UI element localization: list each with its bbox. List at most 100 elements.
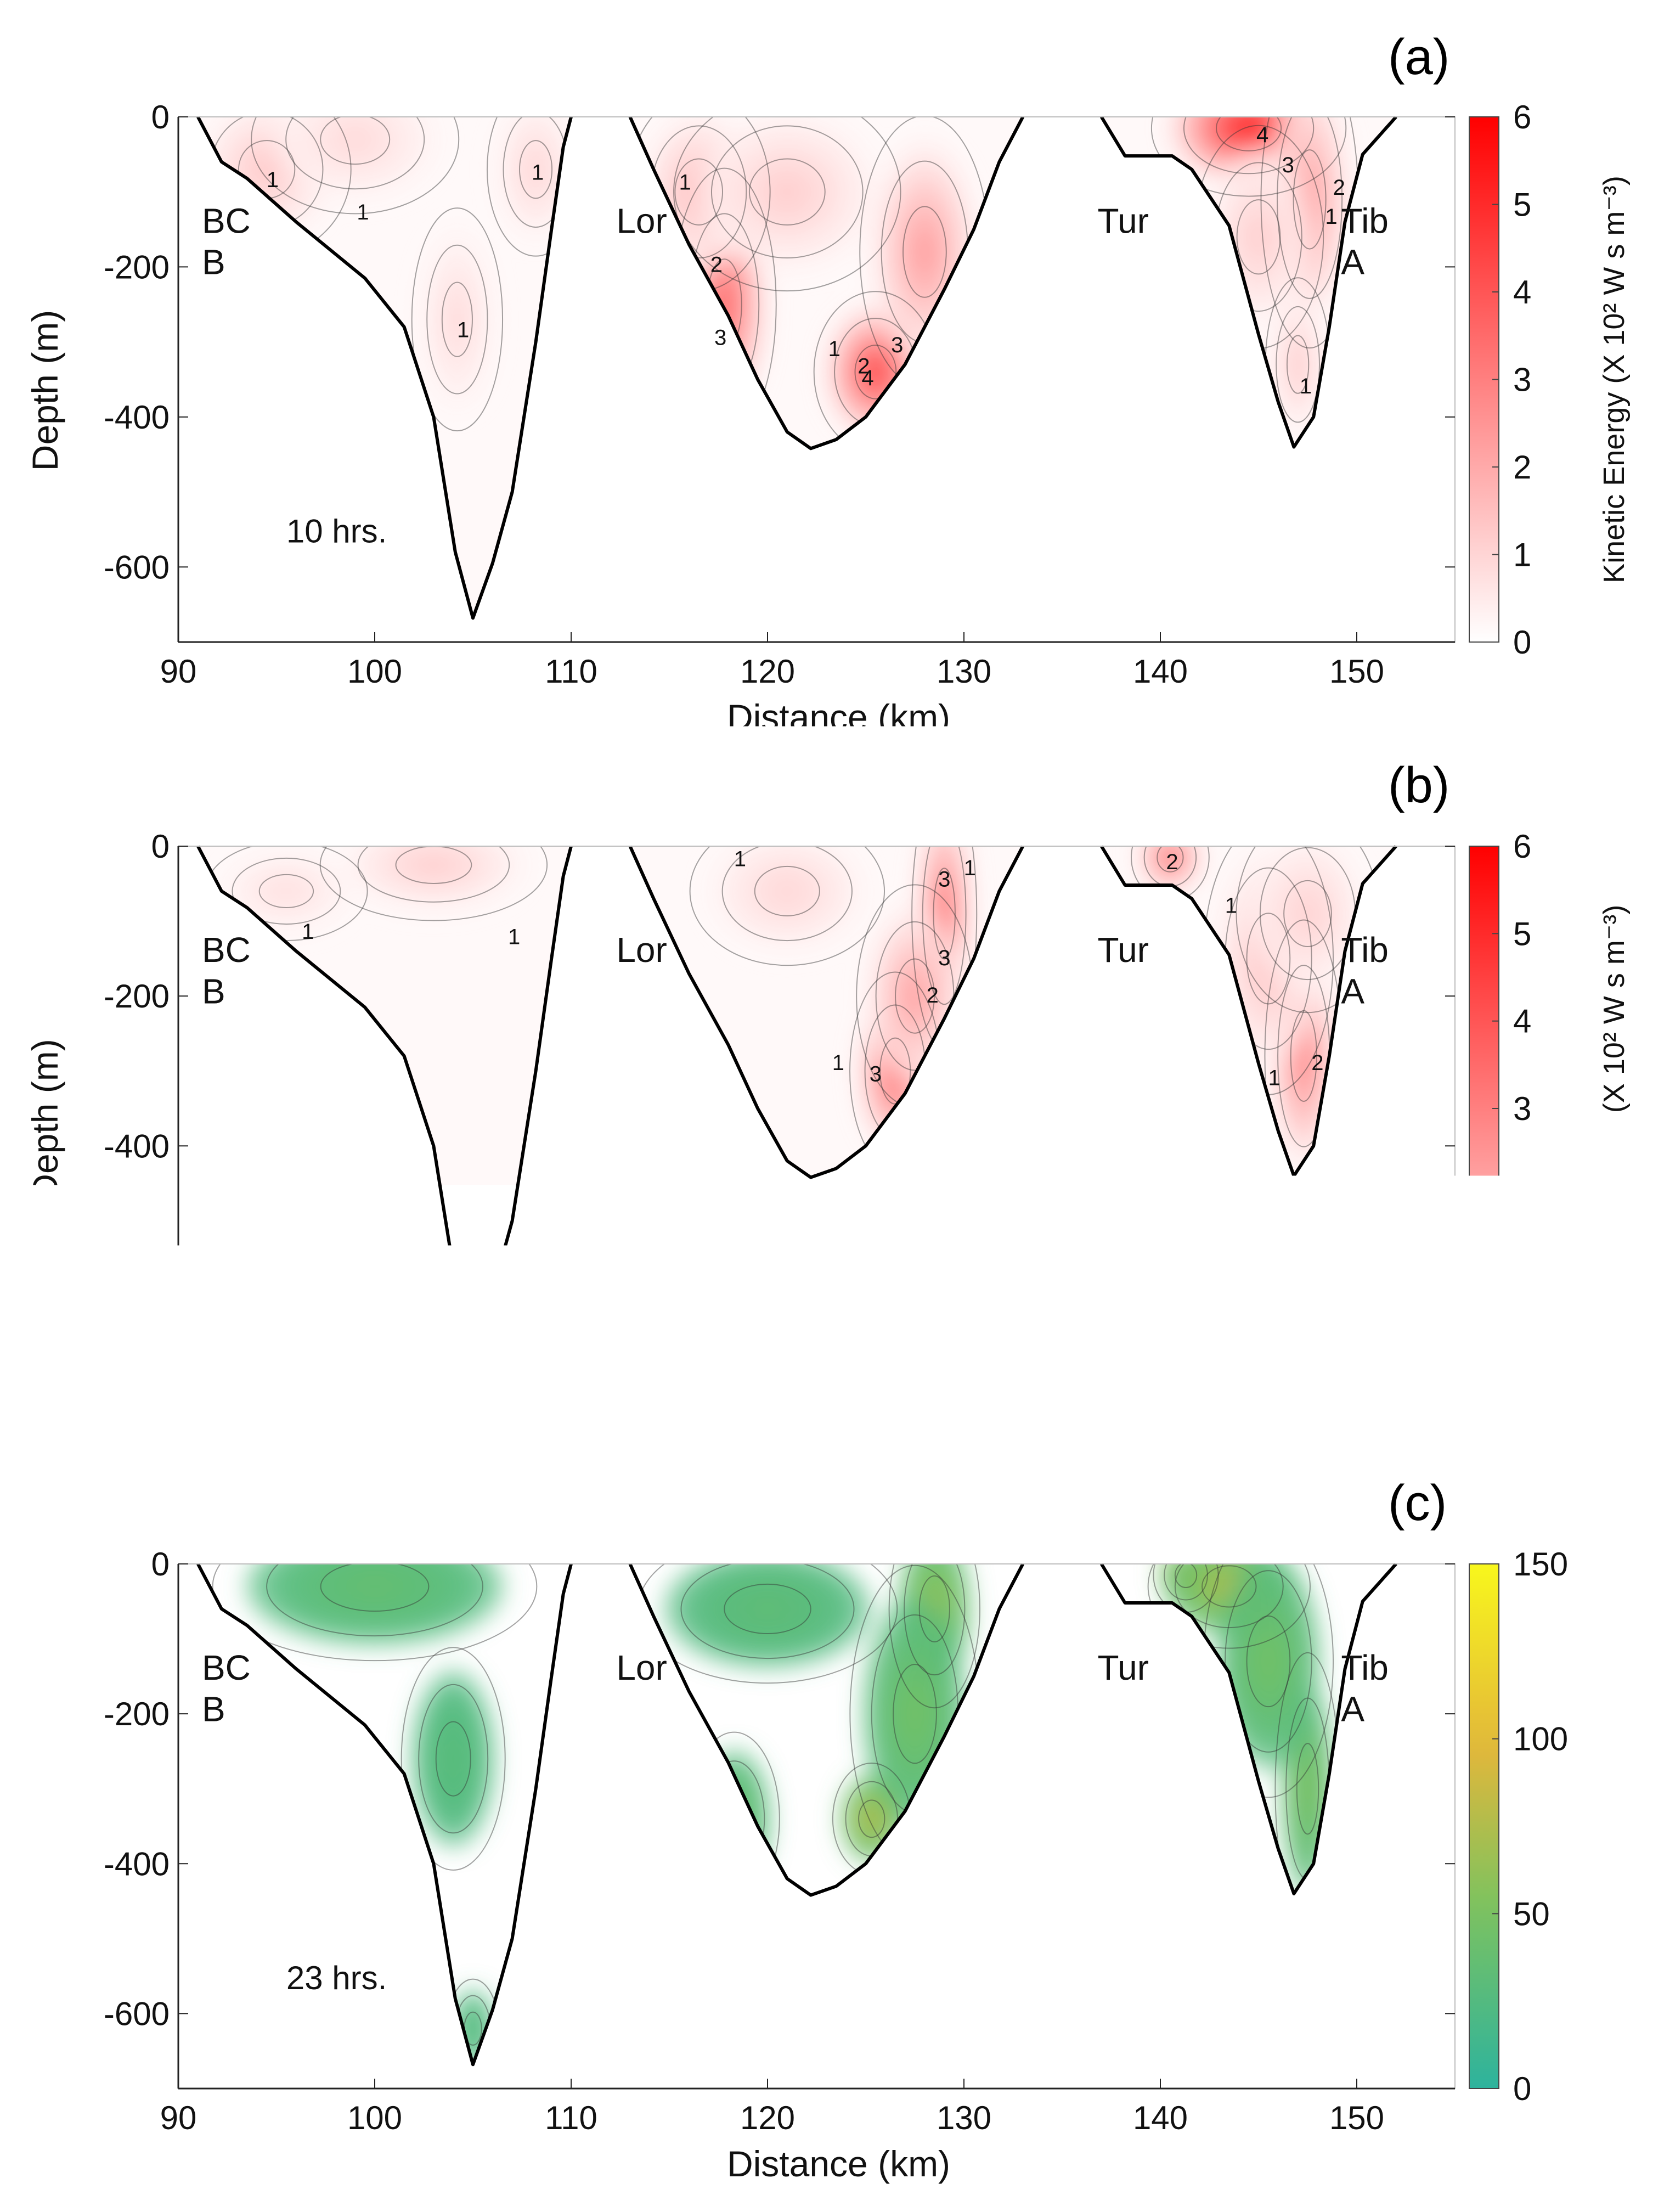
contour-label: 4 xyxy=(861,366,873,390)
colorbar-tick-label: 0 xyxy=(1513,624,1531,661)
colorbar-tick-label: 5 xyxy=(1513,915,1531,952)
x-tick-label: 100 xyxy=(347,2100,402,2136)
station-label: BC xyxy=(202,201,251,240)
colorbar-label: Kinetic Energy (X 10² W s m⁻³) xyxy=(1598,905,1631,1313)
x-tick-label: 140 xyxy=(1133,653,1188,690)
colorbar-tick-label: 3 xyxy=(1513,1090,1531,1127)
station-label: BC xyxy=(202,930,251,970)
y-tick-label: -400 xyxy=(104,399,170,436)
station-label: A xyxy=(1341,1689,1364,1729)
contour-label: 2 xyxy=(1333,176,1345,200)
contour-label: 2 xyxy=(927,983,939,1007)
energy-hotspot xyxy=(772,880,803,903)
x-axis-label: Distance (km) xyxy=(727,2143,950,2184)
figure: 90 100 110 120 130 140 1500-200-400-600Distanc… xyxy=(0,0,1664,2212)
colorbar-tick-label: 3 xyxy=(1513,362,1531,398)
y-axis-label: Depth (m) xyxy=(25,1757,65,1917)
panel-label: (a) xyxy=(1388,29,1449,85)
colorbar-tick-label: 0 xyxy=(1513,2070,1531,2107)
contour-label: 1 xyxy=(357,200,369,224)
x-tick-label: 120 xyxy=(740,653,795,690)
contour-label: 3 xyxy=(1282,153,1294,177)
panel-c: 90 100 110 120 130 140 150 0 -200 -400 -600 Distanc… xyxy=(25,1475,1631,2184)
contour-label: 3 xyxy=(870,1062,882,1087)
colorbar xyxy=(1469,1564,1499,2089)
x-tick-label: 130 xyxy=(937,653,991,690)
energy-hotspot xyxy=(713,1778,755,1860)
contour-label: 1 xyxy=(679,170,691,194)
panel-b: 90 100 110 120 130 140 150 0 -200 -400 -600 Distanc… xyxy=(25,757,1631,1466)
x-tick-label: 100 xyxy=(347,1382,402,1419)
colorbar-tick-label: 1 xyxy=(1513,1265,1531,1302)
y-tick-label: 0 xyxy=(151,828,170,865)
contour-label: 1 xyxy=(457,318,469,342)
contour-label: 1 xyxy=(532,161,544,185)
station-label: B xyxy=(202,1689,225,1729)
colorbar-tick-label: 6 xyxy=(1513,828,1531,865)
station-label: Lor xyxy=(616,1648,667,1687)
x-tick-label: 90 xyxy=(160,1382,197,1419)
station-label: BC xyxy=(202,1648,251,1687)
station-label: A xyxy=(1341,243,1364,282)
x-axis-label: Distance (km) xyxy=(727,697,950,738)
x-tick-label: 130 xyxy=(937,1382,991,1419)
x-tick-label: 90 xyxy=(160,653,197,690)
contour-label: 1 xyxy=(508,925,520,949)
contour-label: 1 xyxy=(832,1051,844,1075)
x-tick-label: 110 xyxy=(545,1382,597,1419)
station-label: B xyxy=(202,971,225,1011)
station-label: Lor xyxy=(616,201,667,240)
x-tick-label: 120 xyxy=(740,1382,795,1419)
energy-hotspot xyxy=(274,883,300,899)
energy-hotspot xyxy=(727,1805,741,1832)
x-tick-label: 110 xyxy=(545,2100,597,2136)
y-tick-label: -600 xyxy=(104,1995,170,2032)
colorbar-tick-label: 2 xyxy=(1513,449,1531,486)
y-tick-label: -200 xyxy=(104,249,170,285)
contour-label: 3 xyxy=(891,333,903,357)
x-tick-label: 120 xyxy=(740,2100,795,2136)
energy-hotspot xyxy=(339,128,371,151)
station-label: Tib xyxy=(1341,201,1389,240)
y-tick-label: -400 xyxy=(104,1128,170,1164)
y-tick-label: 0 xyxy=(151,1546,170,1583)
station-label: Tib xyxy=(1341,1648,1389,1687)
energy-hotspot xyxy=(747,1597,788,1621)
y-tick-label: -200 xyxy=(104,978,170,1015)
x-tick-label: 110 xyxy=(545,653,597,690)
x-axis-label: Distance (km) xyxy=(727,1426,950,1466)
y-tick-label: -600 xyxy=(104,549,170,586)
contour-label: 1 xyxy=(1268,1066,1281,1090)
energy-hotspot xyxy=(1296,898,1319,930)
colorbar-label: Energy (KW h m⁻¹) xyxy=(1598,1700,1631,1953)
contour-label: 1 xyxy=(1300,374,1312,398)
colorbar-tick-label: 100 xyxy=(1513,1721,1568,1758)
station-label: Tur xyxy=(1097,1648,1149,1687)
contour-label: 2 xyxy=(1166,850,1178,874)
y-tick-label: -400 xyxy=(104,1845,170,1882)
energy-hotspot xyxy=(349,1575,400,1599)
energy-hotspot xyxy=(1258,1640,1278,1682)
contour-label: 3 xyxy=(938,867,950,891)
contour-label: 1 xyxy=(302,920,314,944)
y-tick-label: -600 xyxy=(104,1277,170,1314)
contour-label: 1 xyxy=(828,337,841,361)
colorbar-tick-label: 2 xyxy=(1513,1178,1531,1214)
energy-hotspot xyxy=(445,1741,461,1776)
station-label: B xyxy=(202,243,225,282)
x-tick-label: 140 xyxy=(1133,1382,1188,1419)
x-tick-label: 100 xyxy=(347,653,402,690)
colorbar-tick-label: 4 xyxy=(1513,274,1531,311)
colorbar-tick-label: 4 xyxy=(1513,1003,1531,1040)
contour-label: 3 xyxy=(938,946,950,970)
x-tick-label: 150 xyxy=(1329,1382,1384,1419)
contour-label: 2 xyxy=(710,253,723,277)
colorbar-tick-label: 50 xyxy=(1513,1895,1550,1932)
y-axis-label: Depth (m) xyxy=(25,310,65,471)
panel-label: (c) xyxy=(1388,1475,1447,1531)
colorbar-tick-label: 5 xyxy=(1513,187,1531,223)
time-label: 10 hrs. xyxy=(286,513,387,550)
energy-hotspot xyxy=(769,176,805,207)
energy-hotspot xyxy=(469,2021,477,2036)
station-label: A xyxy=(1341,971,1364,1011)
